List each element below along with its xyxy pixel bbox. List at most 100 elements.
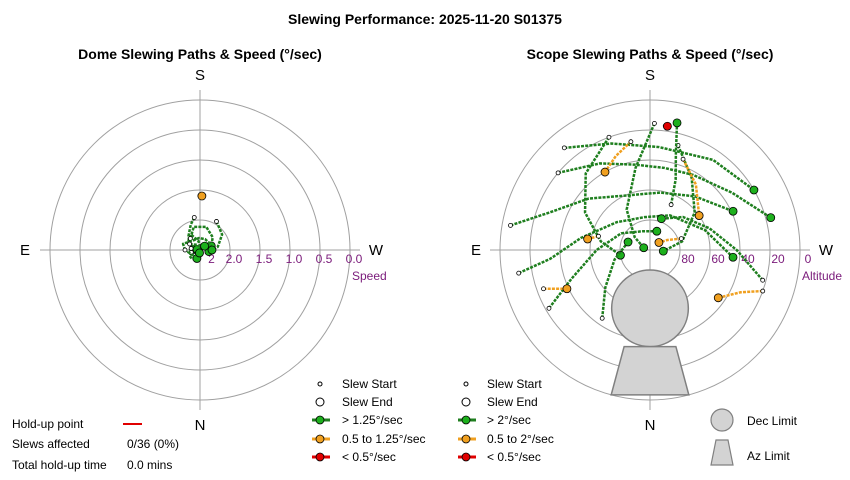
scope-legend: Slew Start Slew End > 2°/sec 0.5 to 2°/s… (458, 377, 798, 466)
scope-legend-start: Slew Start (487, 377, 542, 391)
scope-slew-start (599, 315, 605, 321)
dome-radial-axis-label: Speed (352, 269, 387, 283)
dome-slew-start (191, 215, 197, 220)
scope-legend-medium: 0.5 to 2°/sec (487, 432, 554, 446)
legend-fast-marker (315, 415, 325, 425)
dec-limit-swatch (710, 408, 734, 432)
scope-legend-slow-marker (461, 452, 471, 462)
legend-slow-marker (315, 452, 325, 462)
dome-radial-tick: 2.0 (226, 252, 243, 266)
scope-slew-paths (508, 118, 776, 321)
scope-radial-tick: 40 (741, 252, 755, 266)
scope-slew-start (668, 202, 674, 208)
scope-slew-path (564, 142, 755, 192)
scope-slew-path (557, 162, 772, 219)
scope-slew-path (658, 237, 682, 244)
scope-legend-fast-marker (461, 415, 471, 425)
scope-compass-right: W (819, 242, 834, 259)
scope-slew-path (717, 289, 763, 300)
scope-slew-end (562, 284, 572, 294)
scope-slew-end (749, 185, 759, 195)
scope-slew-start (680, 156, 686, 162)
scope-slew-path (662, 144, 696, 253)
dome-radial-tick: 0.0 (346, 252, 363, 266)
scope-legend-end: Slew End (487, 395, 538, 409)
scope-slew-start (606, 134, 612, 140)
dome-slew-start (182, 247, 188, 253)
scope-slew-end (694, 211, 704, 220)
legend-end-marker (315, 397, 325, 407)
scope-compass-bottom: N (645, 417, 656, 434)
page-title: Slewing Performance: 2025-11-20 S01375 (288, 11, 562, 27)
scope-radial-ticks: 80 60 40 20 0 (681, 252, 811, 266)
scope-slew-path (661, 215, 764, 282)
scope-slew-end (728, 206, 738, 216)
scope-legend-slow: < 0.5°/sec (487, 450, 541, 464)
legend-medium-marker (315, 434, 325, 444)
dome-slew-paths (181, 191, 224, 263)
scope-slew-end (657, 214, 666, 224)
scope-slew-path (547, 229, 657, 310)
scope-slew-start (546, 305, 552, 311)
scope-radial-tick: 0 (805, 252, 812, 266)
dome-slew-start (187, 236, 193, 241)
scope-slew-start (652, 121, 657, 126)
dome-legend: Slew Start Slew End > 1.25°/sec 0.5 to 1… (312, 377, 426, 464)
scope-slew-path (603, 140, 632, 173)
dec-limit-zone (610, 269, 690, 348)
scope-slew-start (760, 288, 766, 294)
scope-slew-path (600, 241, 630, 319)
dome-radial-ticks: 2 2.0 1.5 1.0 0.5 0.0 (208, 252, 363, 266)
az-limit-zone (610, 345, 690, 396)
scope-slew-end (728, 252, 738, 262)
dome-chart-title: Dome Slewing Paths & Speed (°/sec) (78, 46, 322, 62)
scope-chart: Scope Slewing Paths & Speed (°/sec) S N … (471, 46, 842, 434)
dome-compass-top: S (195, 67, 205, 84)
scope-slew-start (678, 236, 684, 241)
scope-slew-start (508, 222, 513, 228)
scope-slew-path (625, 122, 656, 249)
scope-radial-axis-label: Altitude (802, 269, 842, 283)
holdup-slews-value: 0/36 (0%) (127, 437, 179, 451)
holdup-time-value: 0.0 mins (127, 458, 172, 472)
scope-compass-top: S (645, 67, 655, 84)
scope-radial-tick: 60 (711, 252, 725, 266)
dome-compass-right: W (369, 242, 384, 259)
scope-slew-end (658, 246, 668, 256)
scope-radial-tick: 20 (771, 252, 785, 266)
holdup-point-label: Hold-up point (12, 417, 84, 431)
scope-slew-end (652, 226, 662, 236)
scope-legend-start-marker (463, 381, 469, 387)
scope-limit-zones (610, 269, 690, 396)
dome-radial-tick: 1.5 (256, 252, 273, 266)
scope-slew-end (654, 238, 664, 247)
scope-slew-end (713, 293, 723, 303)
scope-slew-end (662, 121, 672, 131)
dome-slew-start (214, 219, 219, 224)
scope-slew-path (669, 122, 679, 205)
scope-slew-path (583, 136, 622, 257)
scope-slew-path (518, 214, 734, 275)
scope-slew-start (516, 270, 522, 276)
dome-slew-end (200, 241, 209, 251)
scope-legend-medium-marker (461, 434, 471, 444)
dome-slew-path (189, 225, 214, 247)
scope-slew-end (600, 167, 610, 177)
dome-legend-slow: < 0.5°/sec (342, 450, 396, 464)
scope-chart-title: Scope Slewing Paths & Speed (°/sec) (527, 46, 774, 62)
scope-slew-start (555, 170, 561, 176)
scope-radial-tick: 80 (681, 252, 695, 266)
dome-slew-path (187, 216, 198, 251)
scope-slew-start (561, 145, 567, 151)
dome-grid (40, 90, 360, 410)
legend-start-marker (317, 381, 323, 387)
dome-legend-fast: > 1.25°/sec (342, 413, 403, 427)
dome-chart: Dome Slewing Paths & Speed (°/sec) S N E… (20, 46, 387, 434)
dome-compass-bottom: N (195, 417, 206, 434)
scope-slew-end (766, 213, 776, 223)
scope-legend-fast: > 2°/sec (487, 413, 531, 427)
scope-compass-left: E (471, 242, 481, 259)
legend-az-limit: Az Limit (747, 449, 790, 463)
scope-slew-start (541, 286, 546, 292)
dome-radial-tick: 2 (208, 252, 215, 266)
